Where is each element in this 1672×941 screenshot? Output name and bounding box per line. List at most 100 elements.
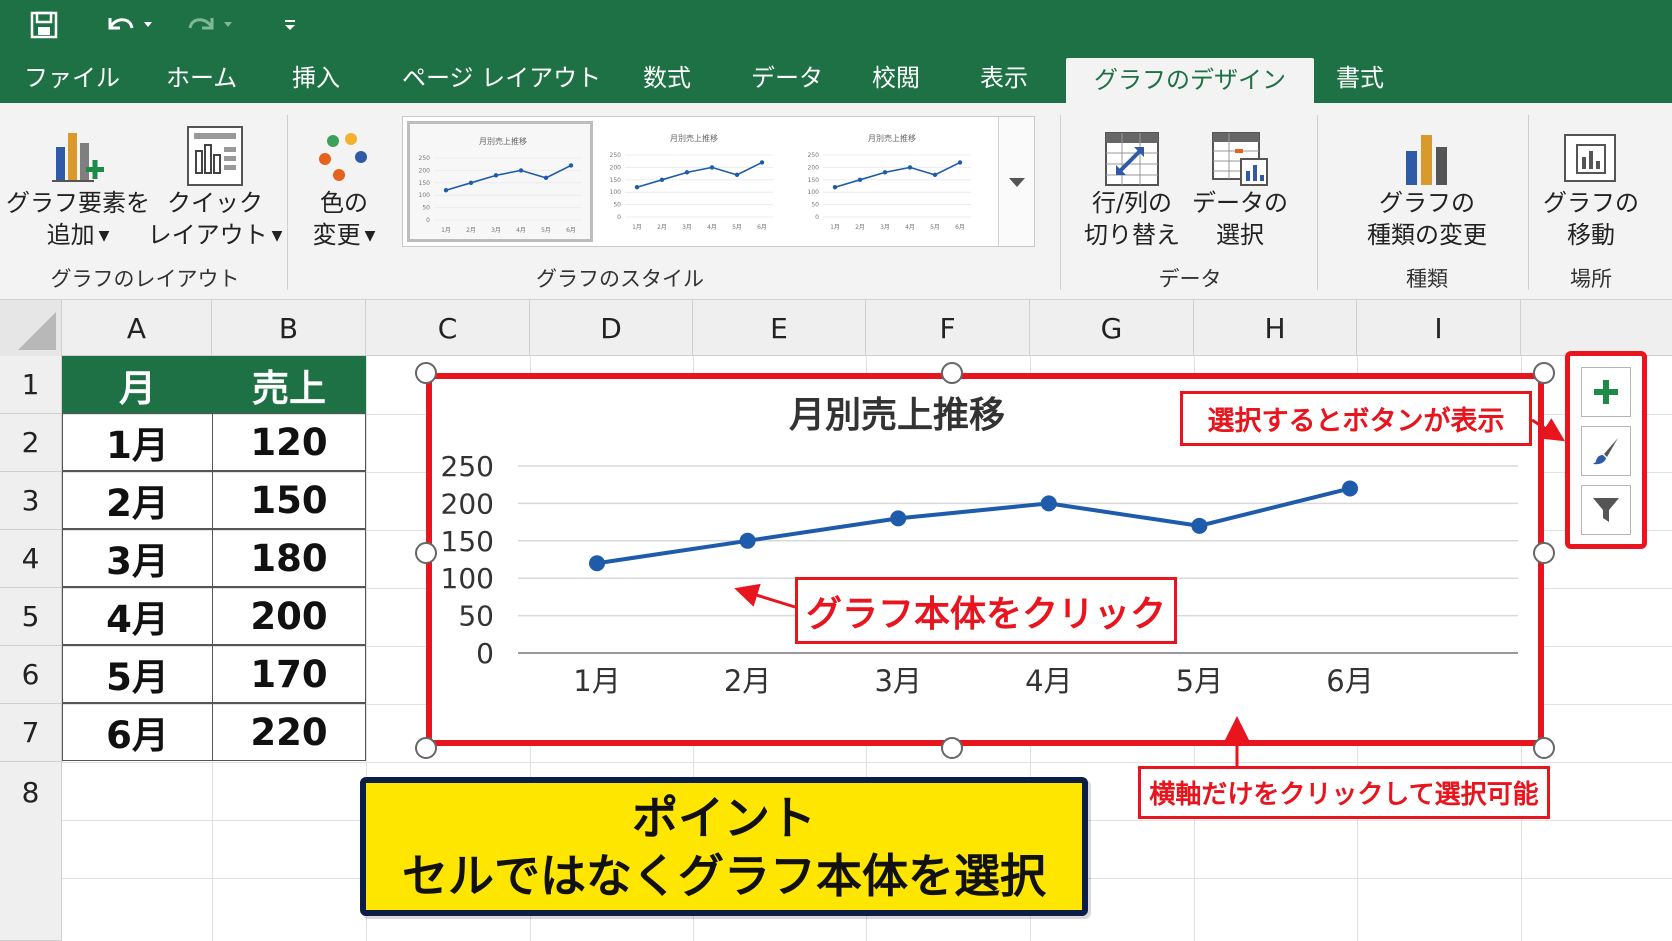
- select-all-button[interactable]: [0, 300, 62, 356]
- move-chart-button[interactable]: グラフの 移動: [1536, 117, 1646, 251]
- data-point[interactable]: [1040, 495, 1057, 512]
- table-header-month[interactable]: 月: [62, 356, 213, 414]
- change-chart-type-button[interactable]: グラフの 種類の変更: [1340, 117, 1514, 251]
- column-header-d[interactable]: D: [530, 300, 693, 356]
- x-tick-label[interactable]: 6月: [1326, 664, 1373, 698]
- series-line[interactable]: [596, 486, 1351, 566]
- grid-line: [62, 762, 1672, 763]
- y-tick-label: 250: [441, 450, 494, 483]
- row-header-7[interactable]: 7: [0, 704, 62, 762]
- table-cell-month[interactable]: 1月: [62, 413, 213, 471]
- thumbnail-point: [468, 180, 474, 185]
- tab-home[interactable]: ホーム: [166, 64, 238, 92]
- row-header-3[interactable]: 3: [0, 472, 62, 530]
- chart-style-thumbnail-2[interactable]: 月別売上推移 250 200 150 100 50 0 1月 2月 3月 4月 5月 6月: [601, 121, 787, 242]
- x-tick-label[interactable]: 2月: [724, 664, 771, 698]
- thumbnail-x-tick: 1月: [632, 224, 642, 231]
- resize-handle-middle-left[interactable]: [415, 542, 437, 564]
- x-tick-label[interactable]: 1月: [573, 664, 620, 698]
- bar-chart-icon: [1406, 135, 1447, 185]
- save-button[interactable]: [24, 8, 64, 42]
- resize-handle-bottom-right[interactable]: [1533, 737, 1555, 759]
- thumbnail-x-tick: 1月: [441, 227, 451, 234]
- add-chart-element-label-1: グラフ要素を: [6, 189, 150, 217]
- column-header-c[interactable]: C: [366, 300, 530, 356]
- tab-view[interactable]: 表示: [980, 64, 1028, 92]
- add-chart-element-button[interactable]: グラフ要素を 追加 ▼: [6, 117, 150, 252]
- table-cell-sales[interactable]: 170: [212, 645, 366, 703]
- column-header-i[interactable]: I: [1357, 300, 1521, 356]
- chart-filters-button[interactable]: [1581, 485, 1631, 535]
- chart-title[interactable]: 月別売上推移: [789, 395, 1005, 436]
- table-cell-month[interactable]: 3月: [62, 529, 213, 587]
- table-cell-month[interactable]: 2月: [62, 471, 213, 529]
- thumbnail-y-tick: 50: [811, 202, 819, 209]
- customize-quick-access-button[interactable]: [278, 8, 302, 42]
- row-header-8[interactable]: 8: [0, 762, 62, 941]
- switch-row-column-button[interactable]: 行/列の 切り替え: [1076, 117, 1188, 251]
- callout-axis-note: 横軸だけをクリックして選択可能: [1138, 766, 1550, 819]
- quick-layout-label-1: クイック: [167, 189, 263, 217]
- styles-more-button[interactable]: [998, 117, 1034, 246]
- column-header-a[interactable]: A: [62, 300, 212, 356]
- data-point[interactable]: [1342, 480, 1358, 497]
- tab-page-layout[interactable]: ページ レイアウト: [402, 64, 602, 92]
- tab-insert[interactable]: 挿入: [292, 64, 340, 92]
- x-tick-label[interactable]: 4月: [1025, 664, 1072, 698]
- chart-elements-button[interactable]: [1581, 367, 1631, 417]
- tab-chart-design[interactable]: グラフのデザイン: [1066, 58, 1314, 103]
- filter-icon: [1593, 498, 1619, 522]
- x-tick-label[interactable]: 3月: [874, 664, 921, 698]
- undo-button[interactable]: [100, 8, 160, 42]
- table-cell-month[interactable]: 6月: [62, 703, 213, 761]
- table-cell-sales[interactable]: 220: [212, 703, 366, 761]
- resize-handle-bottom-center[interactable]: [941, 737, 963, 759]
- thumbnail-point: [734, 172, 740, 178]
- table-cell-month[interactable]: 5月: [62, 645, 213, 703]
- data-point[interactable]: [589, 555, 605, 572]
- data-point[interactable]: [1191, 517, 1208, 534]
- table-cell-sales[interactable]: 200: [212, 587, 366, 645]
- column-header-g[interactable]: G: [1030, 300, 1194, 356]
- resize-handle-middle-right[interactable]: [1533, 542, 1555, 564]
- table-cell-sales[interactable]: 180: [212, 529, 366, 587]
- thumbnail-y-tick: 150: [419, 180, 431, 187]
- data-point[interactable]: [890, 510, 907, 527]
- select-data-button[interactable]: データの 選択: [1190, 117, 1290, 251]
- x-tick-label[interactable]: 5月: [1176, 664, 1223, 698]
- row-header-6[interactable]: 6: [0, 646, 62, 704]
- tab-review[interactable]: 校閲: [872, 64, 920, 92]
- redo-button[interactable]: [180, 8, 240, 42]
- resize-handle-top-left[interactable]: [415, 362, 437, 384]
- chart-style-thumbnail-1[interactable]: 月別売上推移 250 200 150 100 50 0 1月 2月 3月 4月 5月 6月: [407, 121, 593, 242]
- line-chart[interactable]: 月別売上推移 250 200 150 100 50 0 1月 2月 3月 4月 5月 6月: [432, 379, 1538, 740]
- column-header-b[interactable]: B: [212, 300, 366, 356]
- chart-style-thumbnail-3[interactable]: 月別売上推移 250 200 150 100 50 0 1月 2月 3月 4月 5月 6月: [799, 121, 985, 242]
- resize-handle-bottom-left[interactable]: [415, 737, 437, 759]
- quick-layout-button[interactable]: クイック レイアウト ▼: [148, 117, 282, 252]
- row-header-4[interactable]: 4: [0, 530, 62, 588]
- move-chart-icon: [1564, 134, 1616, 182]
- tab-file[interactable]: ファイル: [24, 64, 120, 92]
- column-header-h[interactable]: H: [1194, 300, 1357, 356]
- tab-format[interactable]: 書式: [1336, 64, 1384, 92]
- resize-handle-top-right[interactable]: [1533, 362, 1555, 384]
- table-header-sales[interactable]: 売上: [212, 356, 366, 414]
- thumbnail-x-tick: 4月: [905, 224, 915, 231]
- column-header-e[interactable]: E: [693, 300, 866, 356]
- row-header-5[interactable]: 5: [0, 588, 62, 646]
- resize-handle-top-center[interactable]: [941, 362, 963, 384]
- row-header-2[interactable]: 2: [0, 414, 62, 472]
- change-colors-button[interactable]: 色の 変更 ▼: [298, 117, 390, 252]
- data-point[interactable]: [739, 532, 756, 549]
- tab-formulas[interactable]: 数式: [643, 64, 691, 92]
- tab-data[interactable]: データ: [751, 64, 823, 92]
- thumbnail-y-tick: 150: [610, 177, 622, 184]
- group-separator: [1060, 115, 1061, 290]
- row-header-1[interactable]: 1: [0, 356, 62, 414]
- table-cell-sales[interactable]: 150: [212, 471, 366, 529]
- table-cell-sales[interactable]: 120: [212, 413, 366, 471]
- column-header-f[interactable]: F: [866, 300, 1030, 356]
- table-cell-month[interactable]: 4月: [62, 587, 213, 645]
- chart-styles-button[interactable]: [1581, 426, 1631, 476]
